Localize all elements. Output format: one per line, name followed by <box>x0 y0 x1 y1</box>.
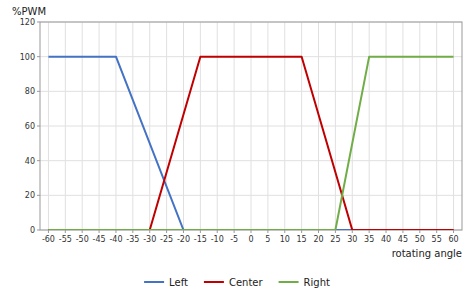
x-tick-label: -40 <box>109 235 122 244</box>
x-tick <box>251 230 252 233</box>
y-tick <box>37 22 40 23</box>
y-tick <box>37 56 40 57</box>
x-tick-label: 50 <box>415 235 425 244</box>
x-tick-label: -25 <box>160 235 173 244</box>
y-tick-label: 20 <box>25 191 35 200</box>
x-tick <box>335 230 336 233</box>
x-tick-label: -15 <box>194 235 207 244</box>
x-tick <box>386 230 387 233</box>
x-tick <box>132 230 133 233</box>
x-tick-label: -55 <box>59 235 72 244</box>
y-tick <box>37 126 40 127</box>
y-grid-line <box>40 195 462 196</box>
y-grid-line <box>40 160 462 161</box>
x-tick-label: 5 <box>265 235 270 244</box>
x-tick <box>166 230 167 233</box>
x-tick <box>267 230 268 233</box>
legend-item: Left <box>144 277 188 288</box>
y-tick-label: 120 <box>20 18 35 27</box>
x-tick <box>48 230 49 233</box>
grid <box>40 22 462 230</box>
x-tick-label: 55 <box>432 235 442 244</box>
x-tick <box>65 230 66 233</box>
y-tick-label: 0 <box>30 226 35 235</box>
x-axis-label: rotating angle <box>392 248 462 259</box>
chart: -60-55-50-45-40-35-30-25-20-15-10-505101… <box>0 0 474 296</box>
x-tick <box>453 230 454 233</box>
plot-frame <box>40 22 462 230</box>
x-tick-label: -45 <box>93 235 106 244</box>
x-tick <box>149 230 150 233</box>
y-tick-label: 100 <box>20 53 35 62</box>
y-tick-label: 60 <box>25 122 35 131</box>
x-tick-label: -50 <box>76 235 89 244</box>
legend-item: Right <box>279 277 330 288</box>
x-tick-label: 60 <box>448 235 458 244</box>
series-line <box>48 57 453 230</box>
x-tick-label: -5 <box>230 235 238 244</box>
x-tick <box>99 230 100 233</box>
x-tick-label: 0 <box>248 235 253 244</box>
x-tick <box>183 230 184 233</box>
series-lines <box>48 57 453 230</box>
x-tick-label: 30 <box>347 235 357 244</box>
legend-label: Left <box>169 277 188 288</box>
axes: -60-55-50-45-40-35-30-25-20-15-10-505101… <box>20 18 459 244</box>
x-tick-label: 35 <box>364 235 374 244</box>
y-grid-line <box>40 91 462 92</box>
x-tick-label: 45 <box>398 235 408 244</box>
x-tick-label: 25 <box>330 235 340 244</box>
y-tick-label: 40 <box>25 157 35 166</box>
legend: Left Center Right <box>144 277 330 288</box>
x-tick <box>369 230 370 233</box>
y-axis-label: %PWM <box>12 6 46 17</box>
x-tick-label: 20 <box>313 235 323 244</box>
x-tick <box>352 230 353 233</box>
x-tick <box>200 230 201 233</box>
x-tick-label: -20 <box>177 235 190 244</box>
y-tick <box>37 230 40 231</box>
x-tick <box>115 230 116 233</box>
legend-label: Right <box>304 277 330 288</box>
legend-label: Center <box>229 277 264 288</box>
x-tick <box>436 230 437 233</box>
series-line <box>48 57 453 230</box>
legend-swatch <box>279 281 299 283</box>
x-tick <box>402 230 403 233</box>
x-tick-label: -10 <box>211 235 224 244</box>
y-tick <box>37 160 40 161</box>
y-tick-label: 80 <box>25 87 35 96</box>
legend-swatch <box>204 281 224 283</box>
x-tick <box>217 230 218 233</box>
x-tick-label: -60 <box>42 235 55 244</box>
series-line <box>48 57 453 230</box>
x-tick-label: -35 <box>126 235 139 244</box>
y-tick <box>37 195 40 196</box>
x-tick <box>82 230 83 233</box>
y-tick <box>37 91 40 92</box>
x-tick <box>318 230 319 233</box>
x-tick <box>284 230 285 233</box>
x-tick <box>419 230 420 233</box>
x-tick-label: 10 <box>280 235 290 244</box>
x-tick <box>234 230 235 233</box>
legend-item: Center <box>204 277 264 288</box>
x-tick-label: 40 <box>381 235 391 244</box>
y-grid-line <box>40 126 462 127</box>
legend-swatch <box>144 281 164 283</box>
x-tick-label: -30 <box>143 235 156 244</box>
x-tick <box>301 230 302 233</box>
x-tick-label: 15 <box>297 235 307 244</box>
